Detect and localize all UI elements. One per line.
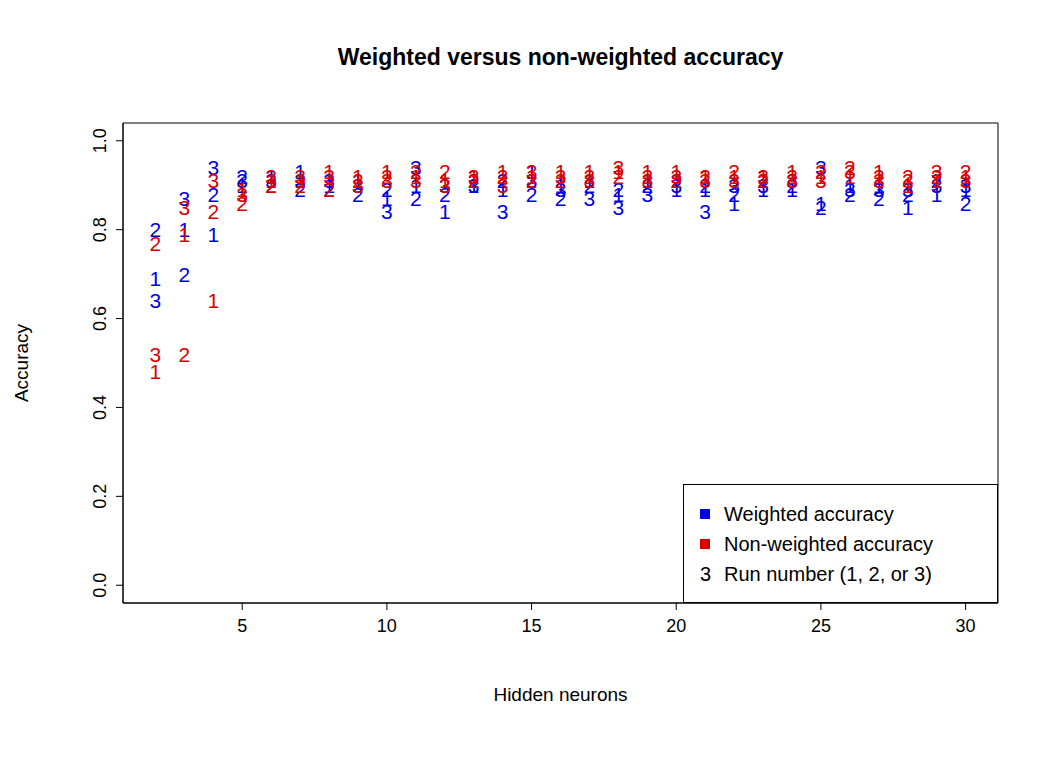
svg-text:3: 3 — [613, 196, 625, 219]
svg-text:2: 2 — [150, 232, 162, 255]
html-text:Non-weighted accuracy: Non-weighted accuracy — [724, 532, 933, 555]
svg-text:3: 3 — [613, 156, 625, 179]
svg-text:3: 3 — [555, 165, 567, 188]
svg-text:1: 1 — [526, 160, 538, 183]
svg-text:3: 3 — [150, 343, 162, 366]
svg-text:10: 10 — [377, 616, 397, 636]
svg-text:3: 3 — [526, 160, 538, 183]
svg-text:3: 3 — [786, 169, 798, 192]
html-text:3: 3 — [700, 562, 712, 585]
svg-text:3: 3 — [786, 169, 798, 192]
svg-text:3: 3 — [207, 155, 220, 179]
svg-text:3: 3 — [323, 165, 335, 188]
svg-text:1: 1 — [757, 165, 769, 188]
svg-text:3: 3 — [178, 196, 190, 219]
svg-text:1: 1 — [178, 223, 190, 246]
svg-text:20: 20 — [666, 616, 686, 636]
svg-text:3: 3 — [844, 178, 856, 202]
svg-text:1: 1 — [207, 289, 219, 312]
svg-text:0.2: 0.2 — [90, 484, 110, 509]
svg-text:25: 25 — [811, 616, 831, 636]
svg-text:3: 3 — [207, 169, 219, 192]
svg-text:3: 3 — [641, 182, 654, 206]
svg-text:2: 2 — [323, 178, 335, 202]
svg-text:2: 2 — [178, 263, 190, 286]
svg-text:3: 3 — [931, 160, 943, 183]
svg-text:1: 1 — [438, 200, 451, 224]
svg-text:3: 3 — [583, 187, 596, 211]
svg-text:3: 3 — [381, 200, 393, 223]
html-text:Weighted accuracy: Weighted accuracy — [724, 502, 894, 525]
svg-text:5: 5 — [237, 616, 247, 636]
svg-text:2: 2 — [525, 182, 538, 206]
svg-text:3: 3 — [584, 169, 596, 192]
svg-text:3: 3 — [757, 165, 769, 188]
svg-text:0.4: 0.4 — [90, 395, 110, 420]
svg-text:15: 15 — [522, 616, 542, 636]
svg-text:2: 2 — [207, 200, 219, 223]
svg-text:0.6: 0.6 — [90, 306, 110, 331]
svg-text:3: 3 — [352, 174, 364, 197]
svg-text:3: 3 — [497, 174, 509, 197]
svg-text:3: 3 — [844, 160, 856, 183]
svg-text:2: 2 — [178, 343, 190, 366]
svg-text:3: 3 — [873, 169, 885, 192]
svg-text:Accuracy: Accuracy — [11, 323, 32, 402]
svg-text:2: 2 — [410, 187, 422, 211]
svg-text:3: 3 — [497, 200, 509, 223]
svg-text:1: 1 — [207, 223, 219, 246]
svg-text:1: 1 — [641, 169, 653, 192]
svg-text:1: 1 — [584, 169, 596, 192]
svg-text:3: 3 — [150, 289, 162, 312]
svg-text:1: 1 — [150, 267, 162, 290]
svg-text:3: 3 — [641, 169, 653, 192]
html-text:Weighted versus non-weighted a: Weighted versus non-weighted accuracy — [337, 44, 784, 70]
svg-text:2: 2 — [438, 160, 451, 184]
svg-text:3: 3 — [468, 165, 480, 188]
svg-text:3: 3 — [960, 169, 972, 192]
svg-text:0.8: 0.8 — [90, 217, 110, 242]
svg-text:3: 3 — [265, 165, 277, 188]
svg-text:1.0: 1.0 — [90, 128, 110, 153]
svg-text:3: 3 — [699, 169, 711, 192]
svg-text:Hidden neurons: Hidden neurons — [493, 684, 627, 705]
svg-text:1: 1 — [468, 165, 480, 188]
svg-text:3: 3 — [670, 165, 682, 188]
svg-text:30: 30 — [956, 616, 976, 636]
svg-text:3: 3 — [410, 169, 422, 192]
svg-text:3: 3 — [728, 169, 740, 192]
svg-text:1: 1 — [265, 165, 277, 188]
svg-text:3: 3 — [699, 200, 711, 223]
html-text:Run number (1, 2, or 3): Run number (1, 2, or 3) — [724, 562, 932, 585]
svg-text:3: 3 — [815, 169, 827, 192]
svg-text:3: 3 — [439, 174, 451, 197]
svg-text:1: 1 — [901, 195, 914, 219]
svg-text:3: 3 — [902, 169, 914, 192]
svg-text:2: 2 — [815, 196, 827, 219]
svg-text:2: 2 — [149, 218, 162, 242]
svg-text:3: 3 — [381, 169, 393, 192]
svg-text:1: 1 — [149, 360, 162, 384]
svg-text:2: 2 — [959, 191, 972, 215]
svg-text:3: 3 — [236, 183, 248, 206]
svg-text:3: 3 — [352, 174, 364, 197]
svg-text:3: 3 — [439, 174, 451, 197]
svg-text:3: 3 — [294, 165, 306, 188]
svg-text:0.0: 0.0 — [90, 573, 110, 598]
